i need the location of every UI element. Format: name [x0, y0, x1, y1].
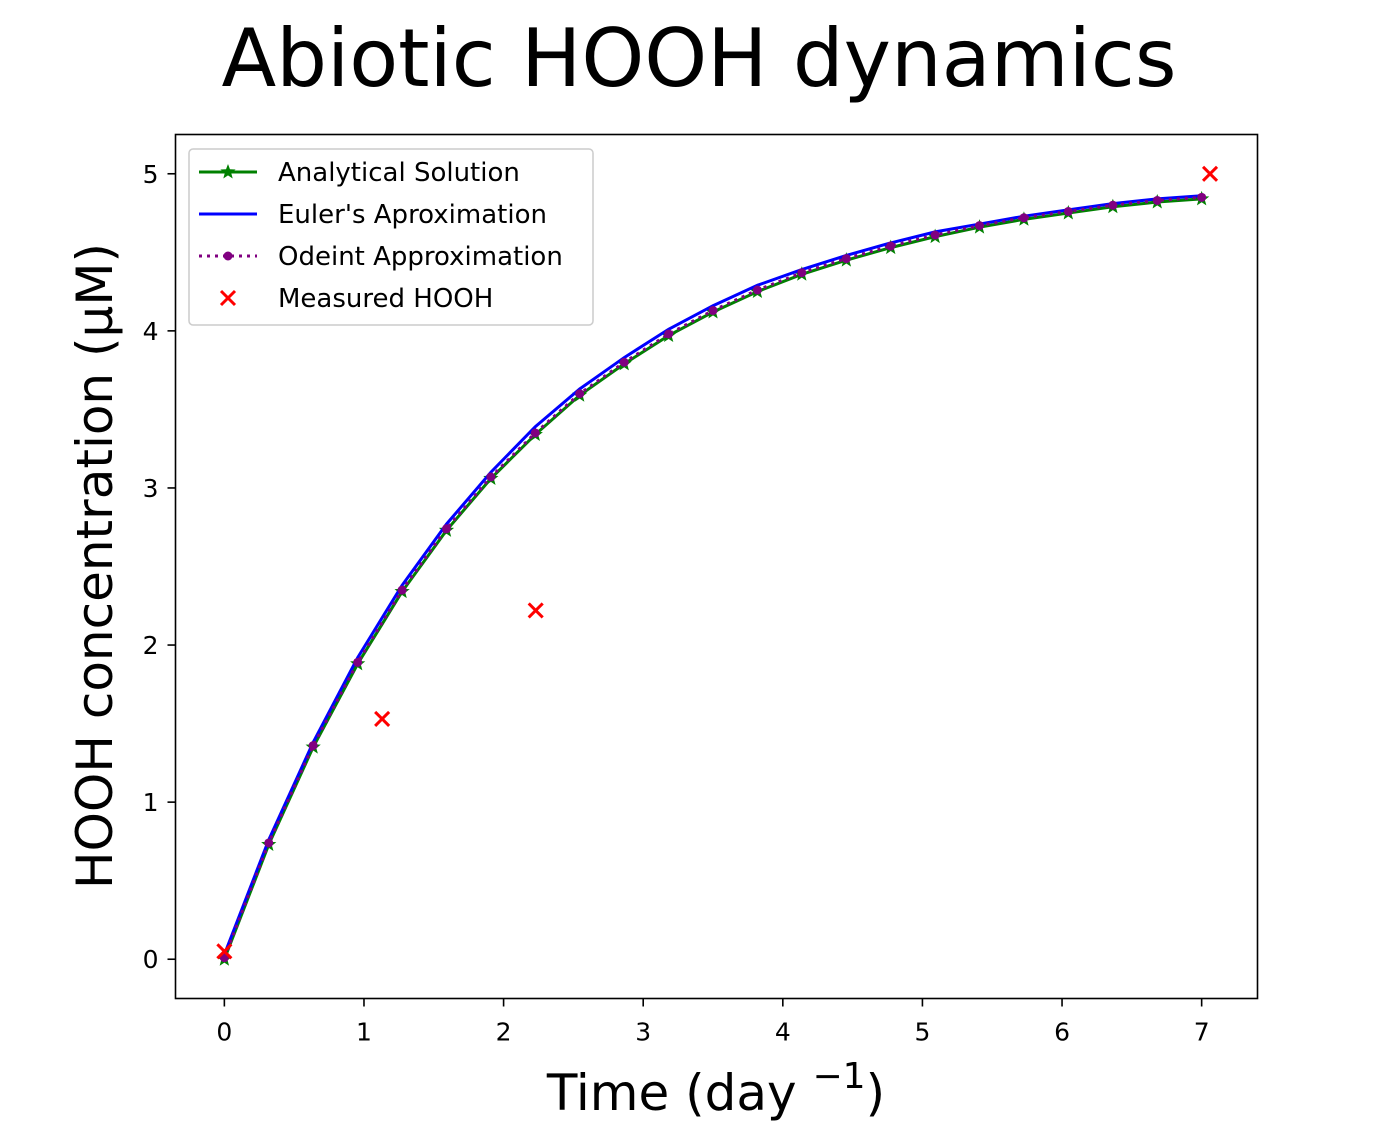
- y-tick-label: 2: [143, 631, 159, 660]
- x-axis-label-suffix: ): [866, 1064, 886, 1122]
- data-point: [886, 241, 896, 251]
- data-point: [308, 741, 318, 751]
- data-point: [1201, 165, 1219, 182]
- data-point: [575, 389, 585, 399]
- data-point: [930, 230, 940, 240]
- x-tick-label: 0: [216, 1018, 232, 1047]
- legend-label: Analytical Solution: [278, 158, 520, 188]
- x-tick-label: 7: [1194, 1018, 1210, 1047]
- data-point: [530, 428, 540, 438]
- legend-items: Analytical Solution Euler's Aproximation O…: [199, 158, 563, 314]
- legend-item: Euler's Aproximation: [199, 200, 547, 230]
- x-tick-label: 3: [635, 1018, 651, 1047]
- legend: Analytical Solution Euler's Aproximation O…: [188, 148, 594, 326]
- series-1: [222, 194, 1202, 956]
- legend-label: Odeint Approximation: [278, 242, 563, 272]
- x-tick-label: 2: [496, 1018, 512, 1047]
- data-point: [752, 285, 762, 295]
- chart-title: Abiotic HOOH dynamics: [221, 12, 1176, 105]
- data-point: [216, 943, 233, 960]
- data-point: [1019, 213, 1029, 223]
- series-2: [219, 192, 1207, 963]
- legend-frame: [188, 148, 594, 326]
- x-tick-label: 6: [1054, 1018, 1070, 1047]
- legend-label: Euler's Aproximation: [278, 200, 547, 230]
- plot-area: [174, 133, 1259, 1000]
- y-axis: 0 1 2 3 4 5: [143, 160, 176, 974]
- x-tick-label: 1: [356, 1018, 372, 1047]
- data-point: [527, 602, 544, 619]
- series-layer: [216, 165, 1219, 966]
- data-point: [374, 710, 391, 727]
- legend-label: Measured HOOH: [278, 284, 493, 314]
- legend-marker: [219, 289, 237, 307]
- data-point: [708, 305, 718, 315]
- data-point: [1152, 195, 1162, 205]
- x-axis-label: Time (day −1): [546, 1056, 885, 1122]
- data-point: [441, 524, 451, 534]
- plot-frame: [174, 133, 1259, 1000]
- data-point: [797, 268, 807, 278]
- y-tick-label: 0: [143, 945, 159, 974]
- legend-item: Odeint Approximation: [199, 242, 563, 272]
- y-tick-label: 4: [143, 317, 159, 346]
- data-point: [486, 472, 496, 482]
- x-axis: 0 1 2 3 4 5 6 7: [216, 998, 1210, 1047]
- data-point: [841, 254, 851, 264]
- series-line: [222, 194, 1202, 956]
- data-point: [619, 357, 629, 367]
- y-axis-label: HOOH concentration (μM): [66, 243, 124, 889]
- legend-item: Measured HOOH: [219, 284, 493, 314]
- y-tick-label: 1: [143, 788, 159, 817]
- data-point: [353, 657, 363, 667]
- x-axis-label-main: Time (day: [546, 1064, 813, 1122]
- data-point: [1108, 200, 1118, 210]
- x-tick-label: 5: [914, 1018, 930, 1047]
- data-point: [1197, 192, 1207, 202]
- x-axis-label-superscript: −1: [813, 1056, 866, 1097]
- y-tick-label: 3: [143, 474, 159, 503]
- data-point: [264, 838, 274, 848]
- data-point: [397, 585, 407, 595]
- x-tick-label: 4: [775, 1018, 791, 1047]
- data-point: [1063, 206, 1073, 216]
- data-point: [664, 329, 674, 339]
- series-3: [216, 165, 1219, 960]
- y-tick-label: 5: [143, 160, 159, 189]
- legend-item: Analytical Solution: [199, 158, 520, 188]
- data-point: [975, 221, 985, 231]
